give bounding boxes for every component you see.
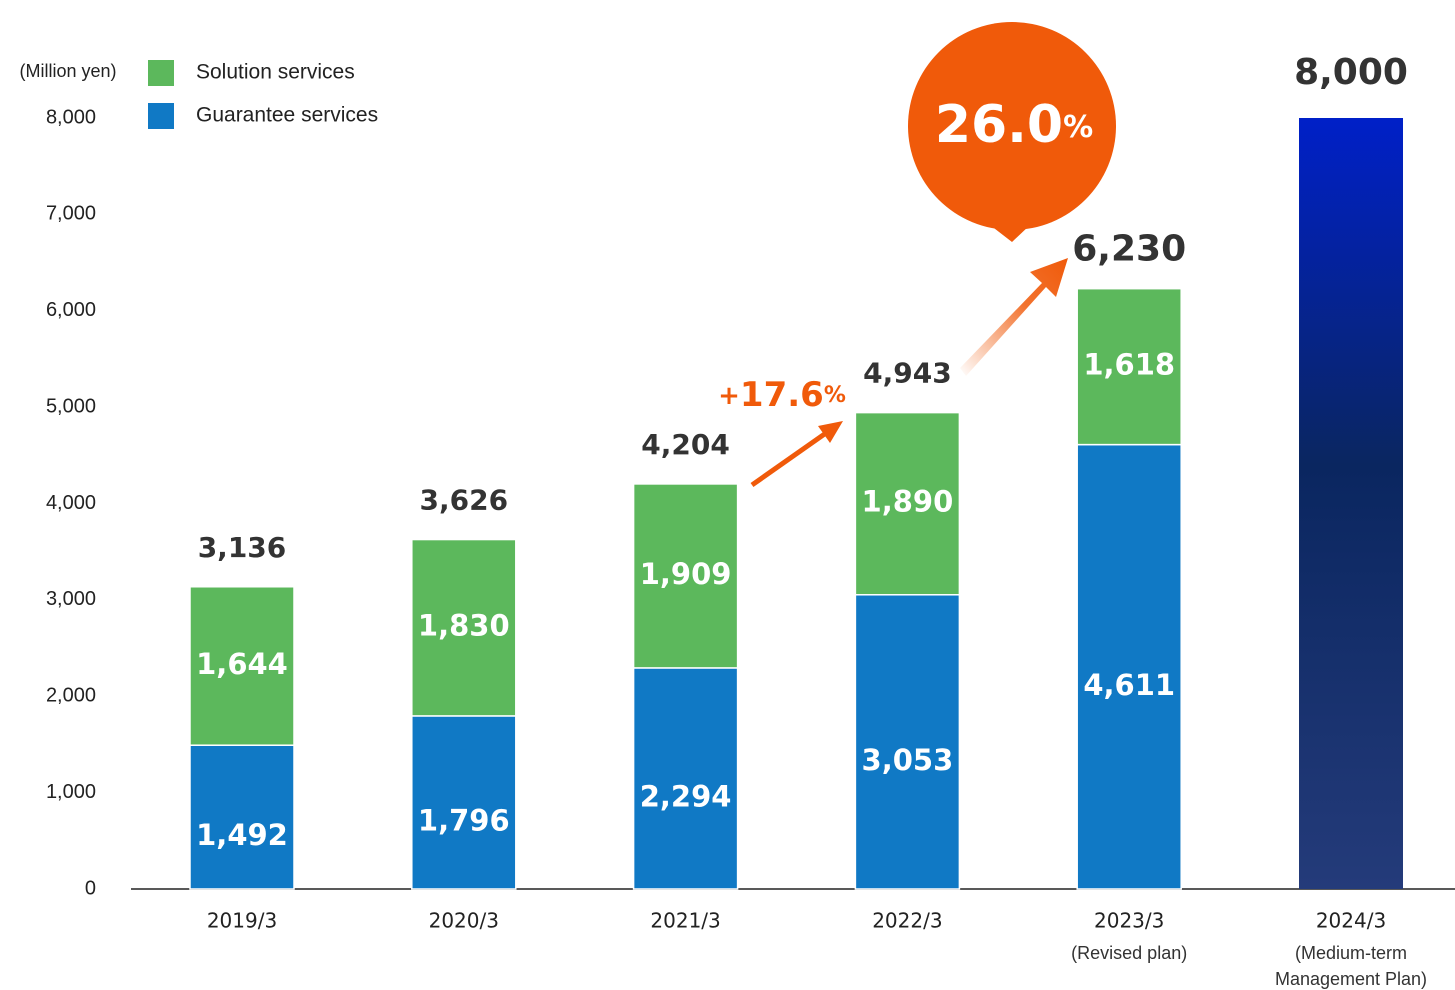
bubble-annotation: 26.0% bbox=[935, 95, 1093, 155]
value-label: 1,890 bbox=[862, 485, 954, 519]
plan-bar bbox=[1299, 118, 1403, 889]
growth-arrow-head bbox=[818, 421, 843, 443]
legend-label: Solution services bbox=[196, 61, 355, 84]
value-label: 2,294 bbox=[640, 779, 732, 813]
bar-segment bbox=[854, 594, 961, 890]
y-tick-label: 2,000 bbox=[46, 685, 96, 707]
y-tick-label: 0 bbox=[85, 877, 96, 899]
x-tick-label: 2023/3 bbox=[1094, 909, 1164, 933]
total-label: 4,943 bbox=[863, 357, 952, 390]
legend-swatch bbox=[148, 60, 174, 86]
bar-segment bbox=[189, 744, 295, 890]
category-note-box: (Revised plan) bbox=[1071, 943, 1188, 963]
growth-annotation: +17.6% bbox=[718, 375, 846, 415]
value-label: 1,492 bbox=[196, 818, 288, 852]
value-label: 1,618 bbox=[1083, 348, 1175, 382]
bubble-value: 26.0 bbox=[935, 95, 1063, 155]
total-label: 3,136 bbox=[198, 531, 287, 564]
value-label: 4,611 bbox=[1083, 668, 1175, 702]
total-label: 6,230 bbox=[1072, 229, 1186, 270]
growth-sign: + bbox=[718, 381, 740, 411]
bar-segment bbox=[632, 667, 739, 890]
bar-segment bbox=[411, 715, 517, 890]
bar-segment bbox=[189, 586, 295, 746]
y-axis-label: (Million yen) bbox=[19, 61, 116, 81]
legend-swatch bbox=[148, 103, 174, 129]
y-tick-label: 4,000 bbox=[46, 492, 96, 514]
legend-label: Guarantee services bbox=[196, 104, 378, 127]
growth-value: 17.6 bbox=[740, 375, 824, 415]
total-label: 4,204 bbox=[641, 428, 730, 461]
big-arrow bbox=[960, 258, 1068, 376]
total-label: 8,000 bbox=[1294, 52, 1408, 93]
y-tick-label: 7,000 bbox=[46, 203, 96, 225]
value-label: 1,796 bbox=[418, 803, 510, 837]
x-tick-label: 2022/3 bbox=[872, 909, 942, 933]
bar-segment bbox=[1076, 443, 1182, 890]
value-label: 1,909 bbox=[640, 557, 732, 591]
value-label: 3,053 bbox=[862, 743, 954, 777]
bar-segment bbox=[411, 538, 517, 717]
bubble-unit: % bbox=[1063, 110, 1093, 145]
category-note: (Revised plan) bbox=[1071, 943, 1188, 963]
y-tick-label: 1,000 bbox=[46, 781, 96, 803]
growth-arrow bbox=[750, 430, 828, 488]
x-tick-label: 2020/3 bbox=[429, 909, 499, 933]
growth-unit: % bbox=[824, 383, 846, 408]
y-tick-label: 5,000 bbox=[46, 395, 96, 417]
bar-segment bbox=[632, 483, 739, 669]
value-label: 1,644 bbox=[196, 647, 288, 681]
y-tick-label: 3,000 bbox=[46, 588, 96, 610]
category-note: (Medium-term Management Plan) bbox=[1274, 943, 1428, 989]
y-tick-label: 8,000 bbox=[46, 106, 96, 128]
x-tick-label: 2024/3 bbox=[1316, 909, 1386, 933]
bar-segment bbox=[1076, 287, 1182, 446]
bar-segment bbox=[854, 411, 961, 596]
bubble bbox=[908, 22, 1116, 230]
total-label: 3,626 bbox=[420, 484, 509, 517]
y-tick-label: 6,000 bbox=[46, 299, 96, 321]
x-tick-label: 2021/3 bbox=[650, 909, 720, 933]
x-tick-label: 2019/3 bbox=[207, 909, 277, 933]
value-label: 1,830 bbox=[418, 609, 510, 643]
category-note-box: (Medium-term Management Plan) bbox=[1274, 943, 1428, 989]
